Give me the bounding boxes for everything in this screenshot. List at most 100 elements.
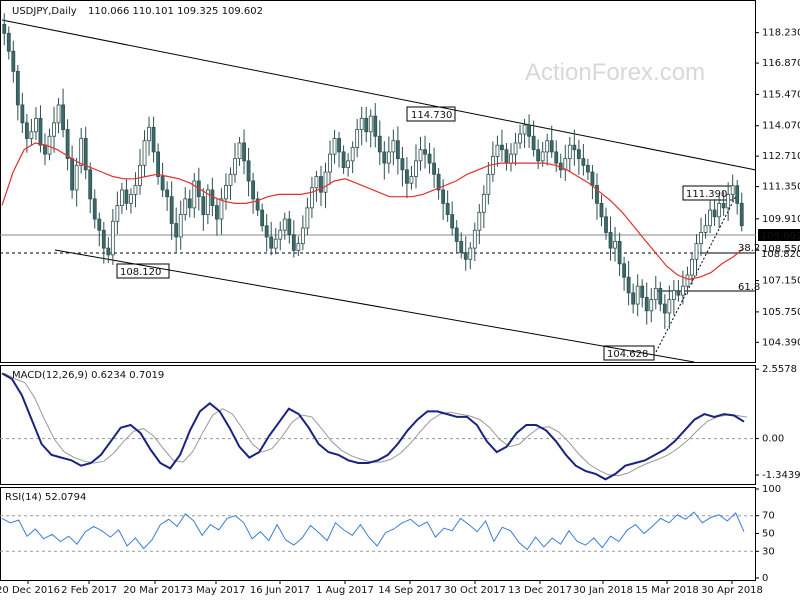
candle-body [124,189,129,204]
candle-body [572,144,577,151]
price-tick-label: 108.550 [762,244,800,255]
candle-body [481,194,486,213]
candle-body [441,189,446,204]
candle-body [38,117,43,146]
candle-body [138,164,142,186]
candle-body [613,241,617,249]
candle-body [468,247,473,260]
price-tick-label: 114.070 [762,121,800,132]
date-tick-label: 2 Feb 2017 [61,585,117,596]
candle-body [694,243,699,260]
price-tick-label: 107.150 [762,276,800,287]
candle-body [635,285,640,305]
candle-body [522,124,527,135]
channel-lower-line [54,249,695,363]
annotation-108120: 108.120 [120,267,161,278]
candle-body [133,185,138,195]
candle-body [300,227,305,245]
candle-body [355,129,360,148]
candle-body [224,185,228,200]
macd-tick-label: -1.3439 [762,470,800,481]
date-tick-label: 1 Aug 2017 [316,585,374,596]
candle-body [88,169,93,200]
candle-body [20,104,25,124]
candle-body [631,292,636,305]
candle-body [581,158,586,166]
candle-body [545,140,550,153]
candle-body [296,243,301,251]
macd-tick-label: 0.00 [762,434,784,445]
candle-body [201,196,206,215]
macd-panel [0,365,756,485]
candle-body [549,140,554,153]
candle-body [712,209,717,218]
candle-body [305,207,310,229]
candle-body [432,162,436,175]
candle-body [2,23,7,34]
candle-body [273,238,278,249]
candle-body [282,218,287,231]
candle-body [595,185,599,204]
candle-body [513,142,518,155]
candle-body [260,209,265,227]
candle-body [183,198,188,215]
candle-body [590,171,595,186]
rsi-tick-label: 70 [762,511,775,522]
candle-body [142,140,147,166]
candle-body [486,173,491,195]
candle-body [414,160,418,177]
candle-body [604,216,608,233]
macd-line [1,372,745,481]
annotation-111390: 111.390 [686,189,727,200]
date-tick-label: 15 Mar 2018 [635,585,698,596]
candle-body [617,241,622,265]
candle-body [47,135,52,155]
candle-body [119,189,124,207]
candle-body [110,220,115,256]
symbol-label: USDJPY,Daily [12,6,77,17]
date-tick-label: 20 Dec 2016 [0,585,60,596]
candle-body [79,138,84,166]
last-price-tag: 109.602 [761,231,800,242]
candle-body [70,158,75,191]
candle-body [291,234,296,251]
candle-body [463,252,468,260]
candle-body [644,296,649,312]
candle-body [658,287,663,305]
rsi-tick-label: 0 [762,573,768,584]
candle-body [459,241,464,254]
candle-body [364,117,369,133]
level-tag-108820: 108.820 [761,249,800,260]
annotation-box [406,106,456,122]
candle-body [554,151,559,164]
macd-tick-label: 2.5578 [762,364,797,375]
candle-body [24,122,29,139]
candle-body [156,151,160,177]
price-tick-label: 111.350 [762,182,800,193]
candle-body [721,202,726,209]
price-tick-label: 105.750 [762,307,800,318]
candle-body [56,104,61,124]
price-tick-label: 118.230 [762,28,800,39]
candle-body [83,138,88,171]
candle-body [382,151,387,164]
date-tick-label: 16 Jun 2017 [250,585,310,596]
candle-body [106,247,111,256]
candle-body [115,205,120,222]
annotation-104628: 104.628 [607,349,648,360]
candle-body [278,229,283,240]
candle-body [368,115,373,133]
date-tick-label: 3 May 2017 [187,585,246,596]
channel-upper-line [1,19,757,171]
candle-body [328,153,332,173]
annotation-114730: 114.730 [411,110,452,121]
candle-body [703,225,708,233]
date-tick-label: 14 Sep 2017 [378,585,441,596]
candle-body [346,160,351,168]
candle-body [540,151,545,162]
candle-body [536,149,541,162]
price-tick-label: 104.390 [762,337,800,348]
candle-body [101,229,106,249]
date-tick-label: 30 Jan 2018 [573,585,633,596]
candle-body [495,144,500,157]
